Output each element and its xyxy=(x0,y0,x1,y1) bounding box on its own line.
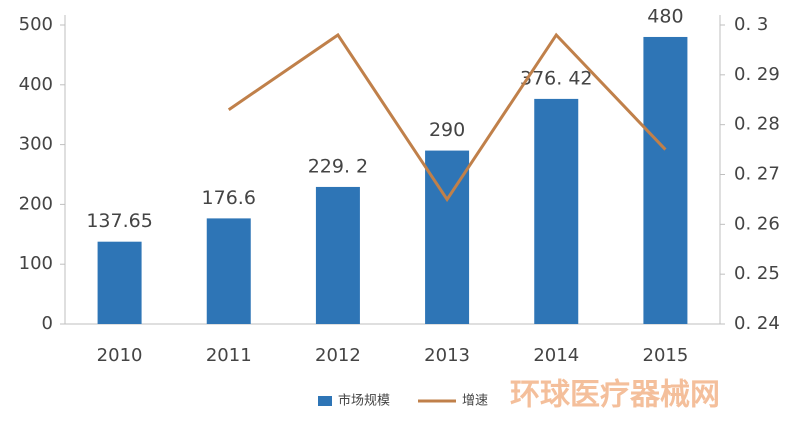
data-label: 229. 2 xyxy=(308,155,368,177)
x-tick-label: 2010 xyxy=(97,345,143,366)
y2-tick-label: 0. 29 xyxy=(734,64,780,85)
y2-tick-label: 0. 24 xyxy=(734,313,780,334)
data-label: 480 xyxy=(647,5,683,27)
data-label: 290 xyxy=(429,119,465,141)
data-label: 376. 42 xyxy=(520,67,593,89)
y-tick-label: 0 xyxy=(42,313,53,334)
y2-tick-label: 0. 3 xyxy=(734,14,768,35)
bar xyxy=(97,241,142,324)
legend-label: 市场规模 xyxy=(338,393,390,409)
x-tick-label: 2011 xyxy=(206,345,252,366)
legend-label: 增速 xyxy=(462,394,488,409)
y2-tick-label: 0. 27 xyxy=(734,164,780,185)
y-tick-label: 400 xyxy=(19,74,53,95)
legend-swatch xyxy=(318,396,332,406)
bar xyxy=(206,218,251,324)
y-tick-label: 300 xyxy=(19,134,53,155)
y2-tick-label: 0. 26 xyxy=(734,213,780,234)
y2-tick-label: 0. 25 xyxy=(734,263,780,284)
bar xyxy=(643,36,688,325)
x-tick-label: 2014 xyxy=(533,345,579,366)
y2-tick-label: 0. 28 xyxy=(734,114,780,135)
watermark: 环球医疗器械网 xyxy=(510,378,720,413)
bar xyxy=(534,98,579,324)
x-tick-label: 2012 xyxy=(315,345,361,366)
data-label: 176.6 xyxy=(202,187,256,209)
x-tick-label: 2013 xyxy=(424,345,470,366)
data-label: 137.65 xyxy=(86,210,152,232)
line xyxy=(227,32,667,203)
y-tick-label: 500 xyxy=(19,14,53,35)
x-tick-label: 2015 xyxy=(643,345,689,366)
y-tick-label: 100 xyxy=(19,253,53,274)
y-tick-label: 200 xyxy=(19,193,53,214)
bar xyxy=(315,186,360,324)
